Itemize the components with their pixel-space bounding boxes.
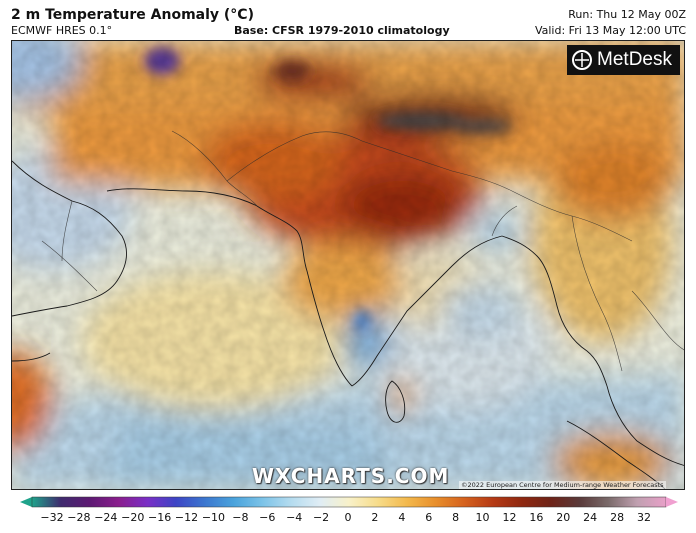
metdesk-logo: MetDesk (567, 45, 680, 75)
colorbar-tick-label: 24 (583, 511, 598, 524)
colorbar-tick-label: 10 (475, 511, 490, 524)
colorbar-tick-label: 32 (637, 511, 651, 524)
colorbar (20, 496, 678, 508)
chart-title: 2 m Temperature Anomaly (°C) (11, 7, 254, 23)
colorbar-tick-label: −20 (121, 511, 145, 524)
colorbar-tick-label: 16 (529, 511, 544, 524)
colorbar-tick-label: 8 (452, 511, 460, 524)
colorbar-low-arrow (20, 497, 32, 507)
colorbar-tick-label: 4 (398, 511, 406, 524)
colorbar-tick-label: −10 (201, 511, 226, 524)
colorbar-tick-label: −6 (259, 511, 276, 524)
metdesk-logo-text: MetDesk (597, 49, 672, 70)
map-canvas (12, 41, 684, 489)
colorbar-tick-label: −16 (148, 511, 172, 524)
colorbar-tick-label: 6 (425, 511, 433, 524)
colorbar-ticks: −32 −28 −24 −20 −16 −12 −10 −8 −6 −4 −2 0 2 4 6 8 10 12 16… (0, 511, 696, 525)
wxcharts-watermark: WXCHARTS.COM (252, 464, 450, 488)
run-time-label: Run: Thu 12 May 00Z (568, 8, 686, 21)
model-label: ECMWF HRES 0.1° (11, 24, 113, 37)
chart-header: 2 m Temperature Anomaly (°C) ECMWF HRES … (0, 0, 696, 40)
colorbar-tick-label: 0 (344, 511, 352, 524)
colorbar-tick-label: 2 (371, 511, 379, 524)
colorbar-tick-label: 28 (610, 511, 625, 524)
valid-time-label: Valid: Fri 13 May 12:00 UTC (534, 24, 686, 37)
colorbar-tick-label: −32 (40, 511, 64, 524)
country-borders (41, 130, 684, 372)
temperature-anomaly-map: MetDesk WXCHARTS.COM ©2022 European Cent… (11, 40, 685, 490)
climatology-base-label: Base: CFSR 1979-2010 climatology (234, 24, 450, 37)
colorbar-body (31, 496, 667, 508)
colorbar-tick-label: −24 (94, 511, 118, 524)
colorbar-tick-label: 20 (556, 511, 571, 524)
colorbar-tick-label: −28 (67, 511, 91, 524)
colorbar-tick-label: −4 (286, 511, 303, 524)
colorbar-tick-label: 12 (502, 511, 517, 524)
colorbar-tick-label: −8 (232, 511, 249, 524)
colorbar-high-arrow (666, 497, 678, 507)
colorbar-tick-label: −12 (174, 511, 199, 524)
colorbar-tick-label: −2 (312, 511, 330, 524)
ecmwf-copyright: ©2022 European Centre for Medium-range W… (459, 481, 666, 489)
texture (12, 41, 684, 489)
metdesk-logo-icon (572, 50, 593, 70)
